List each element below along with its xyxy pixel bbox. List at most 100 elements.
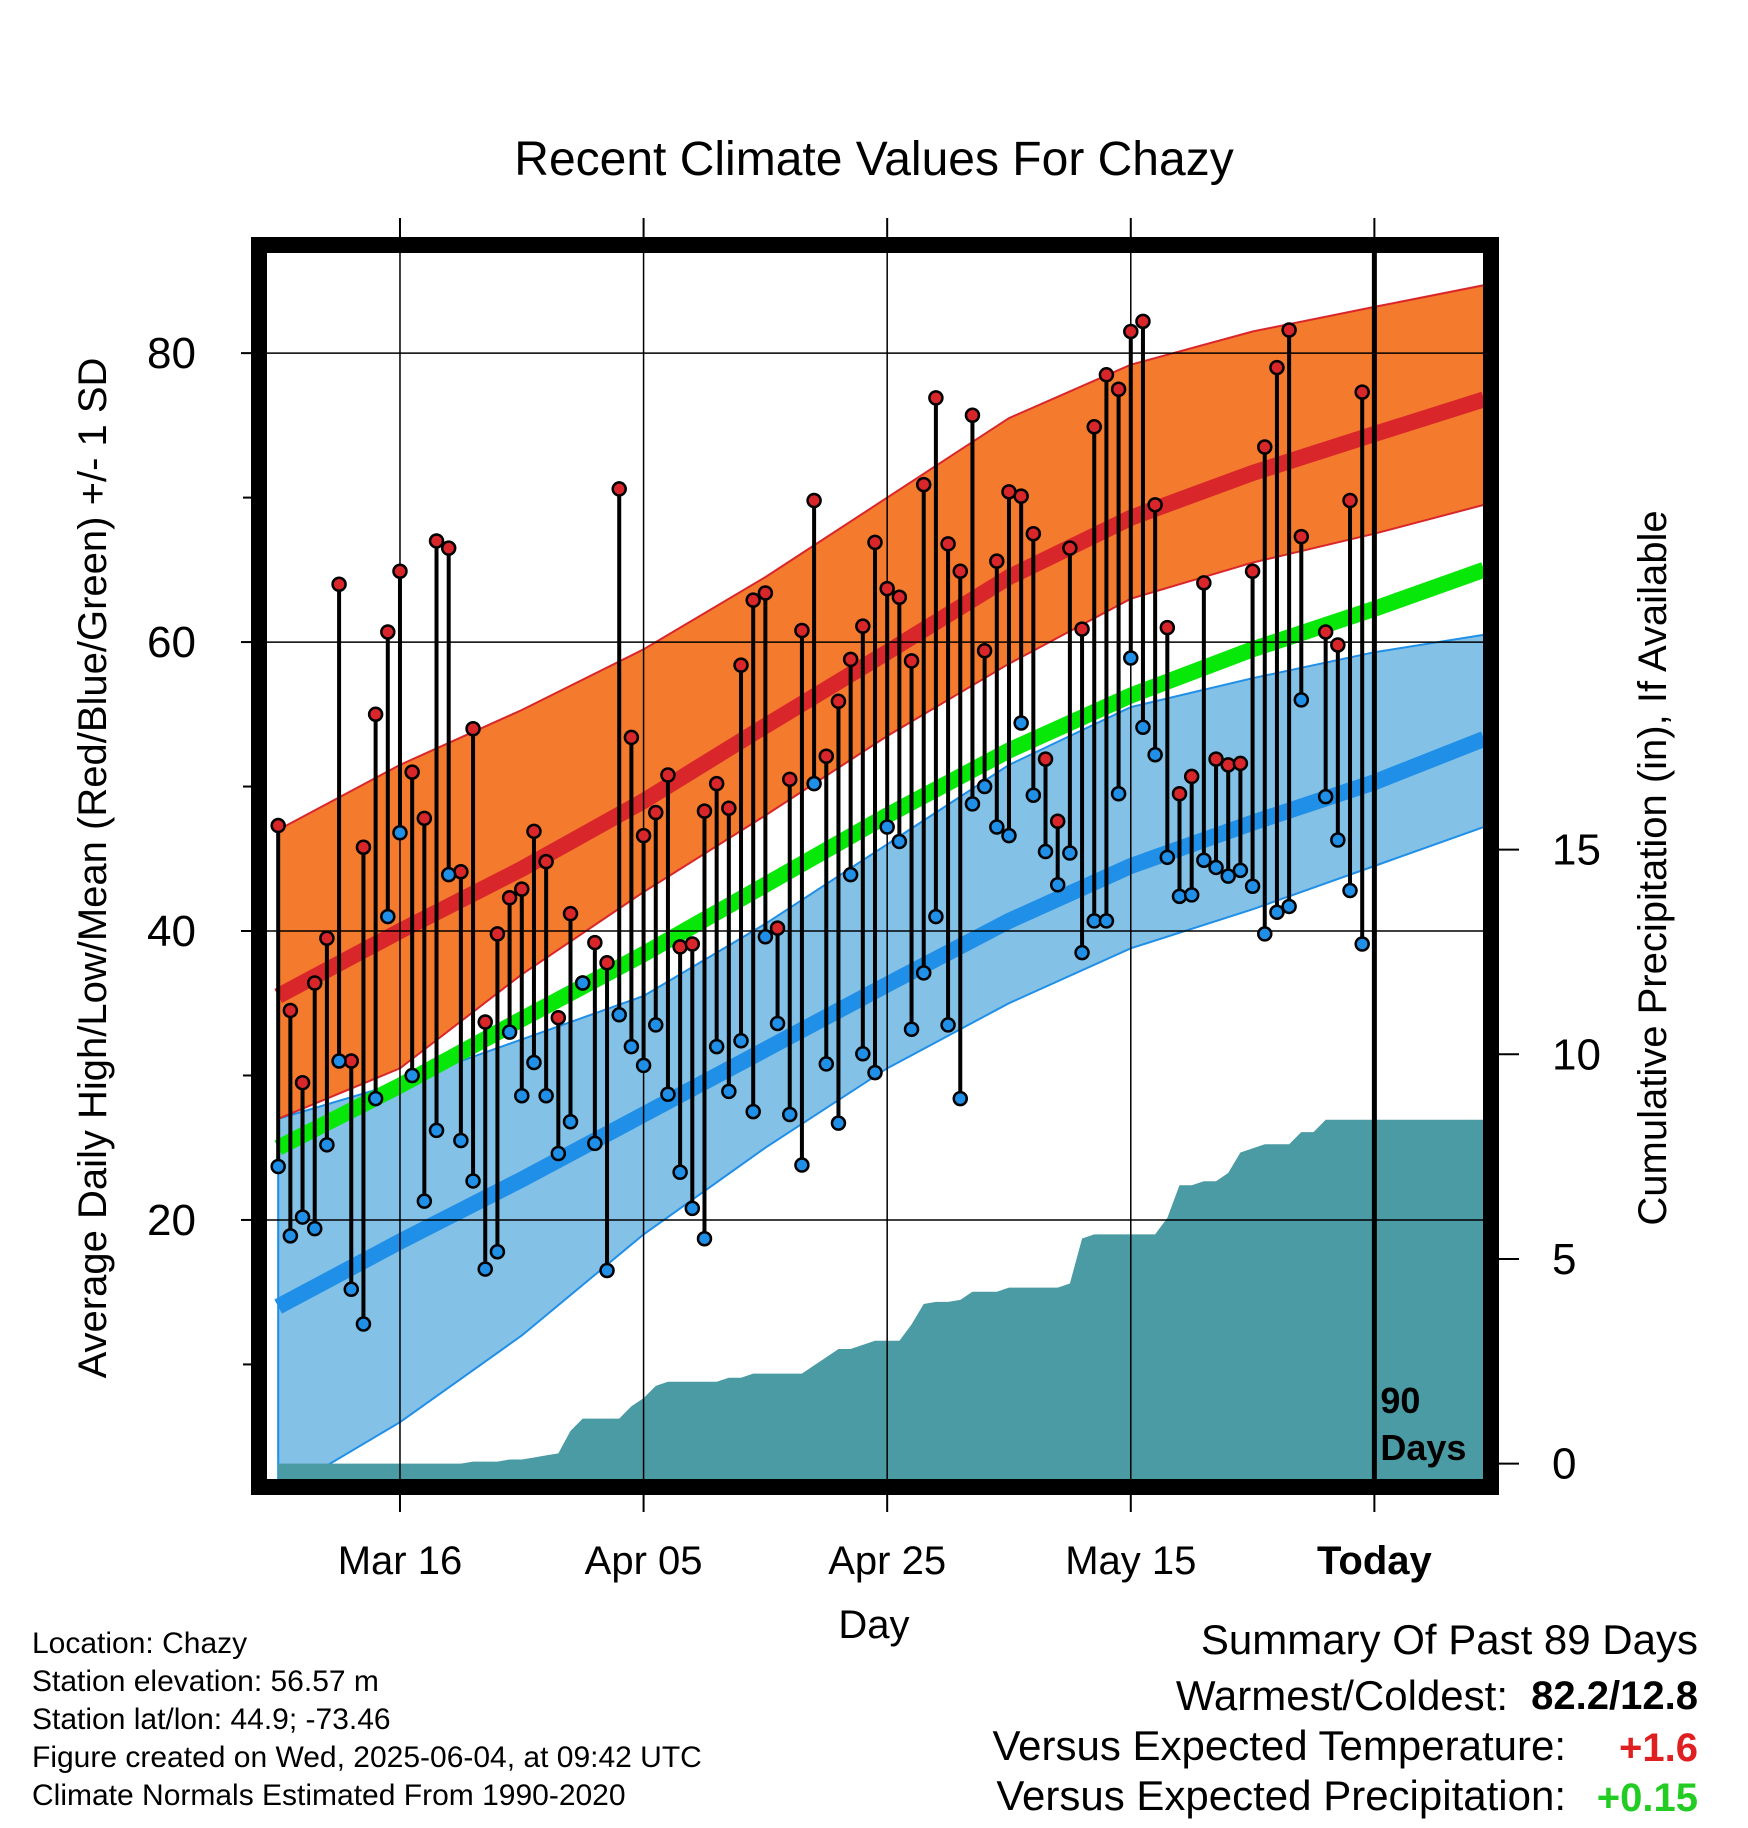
station-latlon: Station lat/lon: 44.9; -73.46: [32, 1703, 391, 1736]
daily-high-point: [526, 823, 542, 840]
daily-low-point: [769, 1015, 786, 1032]
daily-high-point: [538, 853, 554, 870]
daily-low-point: [501, 1024, 518, 1040]
daily-high-point: [818, 748, 835, 764]
x-tick-label: Today: [1317, 1539, 1433, 1583]
y-tick-label: 60: [147, 618, 196, 667]
chart-title: Recent Climate Values For Chazy: [514, 133, 1233, 186]
precipitation-label: Versus Expected Precipitation:: [996, 1772, 1566, 1819]
daily-low-point: [1001, 827, 1017, 844]
daily-low-point: [830, 1115, 847, 1131]
daily-low-point: [1317, 788, 1334, 805]
daily-low-point: [648, 1017, 664, 1033]
daily-high-point: [635, 827, 652, 844]
x-tick-label: Mar 16: [338, 1539, 463, 1583]
daily-low-point: [781, 1106, 798, 1123]
daily-high-point: [1293, 528, 1310, 545]
daily-high-point: [1281, 322, 1297, 338]
daily-high-point: [1171, 786, 1188, 802]
daily-high-point: [355, 839, 372, 855]
warmest-coldest-label: Warmest/Coldest:: [1175, 1672, 1508, 1719]
daily-low-point: [879, 819, 895, 835]
daily-low-point: [477, 1261, 493, 1277]
daily-high-point: [1086, 419, 1102, 435]
daily-high-point: [940, 536, 956, 552]
daily-high-point: [721, 800, 737, 816]
y-tick-label: 20: [147, 1196, 196, 1245]
daily-high-point: [587, 934, 603, 951]
daily-high-point: [1123, 323, 1139, 340]
warmest-coldest-value: 82.2/12.8: [1531, 1674, 1698, 1718]
station-location: Location: Chazy: [32, 1627, 248, 1660]
daily-low-point: [538, 1087, 554, 1104]
daily-low-point: [270, 1158, 286, 1175]
daily-high-point: [489, 926, 506, 942]
daily-low-point: [1244, 878, 1261, 894]
daily-low-point: [1171, 888, 1188, 905]
daily-low-point: [867, 1064, 883, 1081]
daily-high-point: [879, 580, 895, 597]
daily-low-point: [1123, 650, 1139, 666]
daily-high-point: [501, 890, 518, 906]
days-marker-count: 90: [1380, 1380, 1420, 1421]
daily-high-point: [733, 657, 749, 673]
daily-low-point: [453, 1132, 469, 1149]
daily-low-point: [1062, 845, 1078, 861]
daily-high-point: [684, 936, 701, 952]
daily-high-point: [1354, 384, 1370, 400]
daily-low-point: [367, 1090, 384, 1107]
daily-high-point: [648, 804, 664, 821]
daily-high-point: [1183, 768, 1200, 785]
daily-low-point: [526, 1054, 542, 1071]
y-tick-label: 80: [147, 329, 196, 378]
daily-high-point: [623, 729, 640, 746]
daily-high-point: [745, 592, 761, 608]
daily-low-point: [1110, 786, 1127, 802]
daily-high-point: [477, 1014, 493, 1030]
daily-high-point: [306, 975, 323, 991]
daily-low-point: [611, 1007, 627, 1023]
daily-low-point: [355, 1316, 372, 1332]
daily-low-point: [1183, 887, 1200, 903]
daily-low-point: [660, 1086, 676, 1103]
daily-high-point: [1013, 488, 1029, 504]
daily-high-point: [928, 390, 944, 406]
daily-low-point: [672, 1164, 688, 1181]
daily-low-point: [489, 1243, 506, 1260]
daily-low-point: [319, 1137, 335, 1153]
daily-high-point: [1074, 621, 1090, 637]
daily-low-point: [952, 1090, 969, 1107]
daily-low-point: [745, 1103, 761, 1120]
daily-low-point: [976, 778, 993, 795]
axes: 20 40 60 80 0 5 10 15 Mar 16 Apr 05 Apr 25 May 15 To…: [147, 218, 1601, 1583]
daily-low-point: [1293, 692, 1310, 708]
daily-low-point: [1074, 944, 1090, 961]
y2-tick-label: 5: [1552, 1235, 1576, 1284]
daily-low-point: [1354, 936, 1370, 952]
daily-high-point: [1135, 313, 1151, 330]
daily-low-point: [794, 1157, 810, 1173]
daily-high-point: [1196, 575, 1212, 591]
daily-low-point: [550, 1145, 567, 1162]
daily-low-point: [818, 1056, 835, 1072]
daily-low-point: [1159, 849, 1176, 866]
daily-low-point: [562, 1113, 579, 1130]
plot-frame: [251, 237, 1499, 1495]
daily-high-point: [769, 920, 786, 936]
daily-high-point: [440, 540, 457, 556]
daily-high-point: [903, 653, 920, 669]
daily-low-point: [721, 1083, 737, 1100]
daily-low-point: [331, 1053, 347, 1069]
daily-high-point: [404, 764, 420, 780]
daily-low-point: [623, 1038, 640, 1055]
daily-low-point: [404, 1067, 420, 1084]
daily-low-point: [1232, 862, 1249, 879]
daily-high-point: [380, 624, 396, 640]
daily-high-point: [708, 775, 725, 792]
x-tick-label: Apr 25: [828, 1539, 946, 1583]
daily-low-point: [1269, 904, 1285, 920]
precipitation-anomaly: +0.15: [1596, 1776, 1698, 1820]
daily-high-point: [1037, 751, 1054, 767]
daily-high-point: [781, 771, 798, 788]
